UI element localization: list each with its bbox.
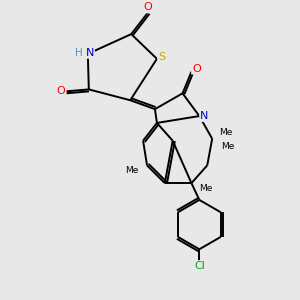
Text: Me: Me [125, 166, 139, 175]
Text: O: O [57, 86, 66, 96]
Text: O: O [144, 2, 152, 13]
Text: Me: Me [200, 184, 213, 193]
Text: H: H [75, 48, 83, 58]
Text: N: N [200, 111, 208, 121]
Text: N: N [85, 48, 94, 58]
Text: Me: Me [221, 142, 235, 151]
Text: O: O [192, 64, 201, 74]
Text: S: S [158, 52, 165, 62]
Text: Me: Me [219, 128, 233, 137]
Text: Cl: Cl [194, 261, 205, 271]
